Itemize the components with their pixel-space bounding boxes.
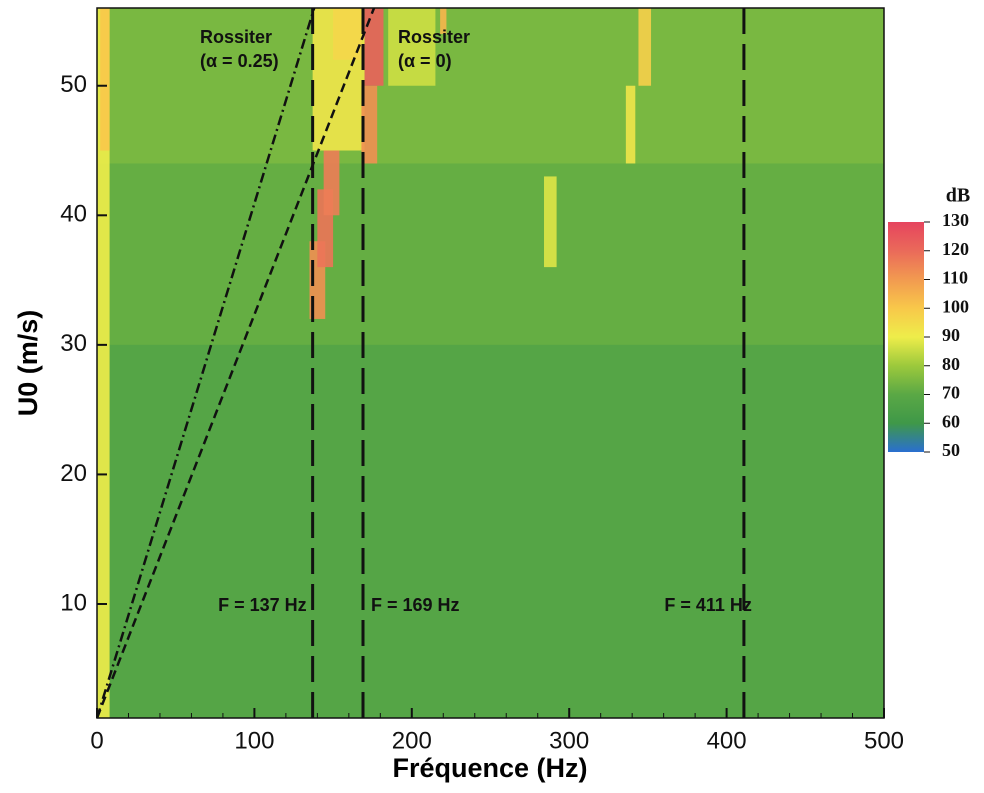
plot-area (97, 8, 884, 718)
heatmap-region (361, 85, 378, 164)
y-tick-label: 40 (60, 201, 87, 228)
heatmap-region (100, 8, 110, 151)
colorbar (888, 222, 924, 452)
rossiter-label: (α = 0) (398, 51, 452, 71)
frequency-label: F = 137 Hz (218, 595, 307, 615)
heatmap-region (323, 150, 340, 216)
colorbar-tick-label: 70 (942, 383, 960, 403)
x-tick-label: 0 (90, 727, 103, 754)
heatmap-region (97, 8, 884, 164)
colorbar-tick-label: 130 (942, 210, 969, 230)
rossiter-label: (α = 0.25) (200, 51, 279, 71)
colorbar-title: dB (946, 185, 970, 207)
y-tick-label: 50 (60, 71, 87, 98)
y-tick-label: 30 (60, 330, 87, 357)
heatmap-region (440, 8, 447, 34)
x-tick-label: 300 (549, 727, 589, 754)
x-tick-label: 400 (707, 727, 747, 754)
colorbar-tick-label: 110 (942, 268, 968, 288)
colorbar-tick-label: 50 (942, 440, 960, 460)
colorbar-tick-label: 100 (942, 296, 969, 316)
rossiter-label: Rossiter (398, 27, 470, 47)
heatmap-region (388, 8, 436, 86)
colorbar-tick-label: 60 (942, 411, 960, 431)
heatmap-region (638, 8, 652, 86)
y-tick-label: 10 (60, 589, 87, 616)
plot-frame (96, 7, 885, 719)
rossiter-line (97, 8, 376, 718)
heatmap-region (625, 85, 636, 164)
heatmap-region (544, 176, 557, 268)
colorbar-tick-label: 80 (942, 354, 960, 374)
y-axis-label: U0 (m/s) (13, 310, 43, 417)
frequency-label: F = 411 Hz (664, 595, 752, 615)
x-tick-label: 200 (392, 727, 432, 754)
frequency-label: F = 169 Hz (371, 595, 460, 615)
x-tick-label: 500 (864, 727, 904, 754)
rossiter-line (97, 8, 316, 718)
rossiter-label: Rossiter (200, 27, 272, 47)
colorbar-tick-label: 90 (942, 325, 960, 345)
x-axis-label: Fréquence (Hz) (392, 753, 587, 783)
heatmap-region (364, 8, 384, 86)
x-tick-label: 100 (234, 727, 274, 754)
colorbar-tick-label: 120 (942, 239, 969, 259)
y-tick-label: 20 (60, 460, 87, 487)
heatmap-region (97, 8, 110, 718)
